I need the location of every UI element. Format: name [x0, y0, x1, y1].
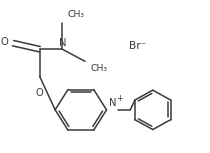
Text: N: N: [59, 38, 66, 48]
Text: Br⁻: Br⁻: [129, 41, 147, 51]
Text: CH₃: CH₃: [67, 10, 84, 19]
Text: O: O: [35, 88, 43, 98]
Text: O: O: [1, 37, 9, 47]
Text: CH₃: CH₃: [90, 64, 107, 73]
Text: N: N: [109, 98, 117, 108]
Text: +: +: [116, 94, 123, 103]
